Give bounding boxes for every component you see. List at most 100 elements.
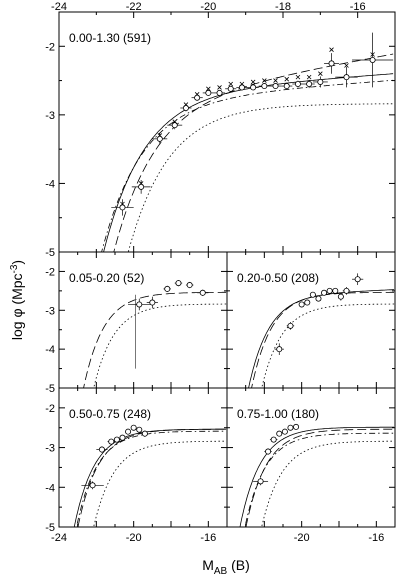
y-tick-label: -3 [45,305,55,317]
data-point-circle [315,295,322,302]
cross-stroke [120,201,125,207]
x-axis-label-main: M [202,557,214,573]
panel-label: 0.20-0.50 (208) [237,271,319,285]
x-axis-label: MAB (B) [202,557,250,577]
panels-group: -2-3-4-5-24 -22 -20 -18 -160.00-1.30 (591)-2… [45,1,396,544]
y-tick-label: -2 [45,41,55,53]
data-point-circle [216,89,223,96]
data-point-cross [194,92,200,97]
cross-stroke [370,52,375,57]
data-point-circle [119,204,126,211]
cross-stroke [329,47,334,52]
data-point-cross [157,133,163,138]
y-tick-label: -4 [45,178,55,190]
data-point-cross [250,79,256,85]
data-point-circle [317,78,324,85]
model-curve-dash-dot [244,432,395,527]
y-axis-label: log φ (Mpc-3) [9,260,25,340]
model-curve-dotted [93,303,227,388]
model-curve-dotted [261,440,395,527]
model-curve-solid [239,426,395,527]
cross-stroke [172,119,178,124]
data-point-circle [309,291,316,298]
x-top-tick-label: -20 [200,1,216,13]
panel-bottom-left: -2 -3 -4 -5-24 -20 -16 0.50-0.75 (248) [45,387,228,544]
data-point-cross [228,81,234,87]
data-point-circle [294,81,301,88]
cross-stroke [295,74,301,80]
cross-stroke [183,102,189,107]
model-curve-long-dash [77,428,227,527]
data-point-circle [186,282,193,289]
data-point-circle [171,122,178,129]
data-point-circle [261,83,268,90]
data-point-circle [141,430,148,437]
x-top-tick-label: -24 [51,1,67,13]
data-point-circle [287,424,294,431]
data-point-cross [183,102,189,107]
data-point-cross [206,86,211,92]
x-axis-label-sub: AB [214,566,228,577]
cross-stroke [194,92,200,97]
model-curve-long-dash [245,428,395,527]
cross-stroke [318,71,323,76]
data-point-cross [306,74,312,80]
data-point-circle [199,289,206,296]
data-point-cross [239,81,245,87]
cross-stroke [206,86,211,92]
cross-stroke [344,63,349,68]
data-point-circle [321,289,328,296]
plot-area [73,424,227,527]
cross-stroke [138,181,144,186]
data-point-circle [304,299,311,306]
data-point-cross [284,76,290,82]
data-point-circle [164,285,171,292]
data-point-circle [283,83,290,90]
panel-label: 0.00-1.30 (591) [69,31,151,45]
data-point-cross [138,181,144,186]
data-point-circle [108,438,115,445]
model-curve-dash-dot [101,79,394,252]
data-point-cross [262,78,267,83]
cross-stroke [228,81,234,87]
data-point-circle [130,424,137,431]
data-point-circle [98,446,105,453]
data-point-circle [298,301,305,308]
model-curve-long-dash [251,291,395,388]
data-point-circle [281,428,288,435]
panel-label: 0.75-1.00 (180) [237,407,319,421]
y-tick-label: -2 [45,403,55,415]
data-point-circle [113,436,120,443]
data-point-circle [149,299,156,306]
data-point-cross [318,71,323,76]
cross-stroke [239,81,245,87]
data-point-circle [326,287,333,294]
x-bottom-tick-label: -20 [294,532,310,544]
data-point-circle [276,346,283,353]
panel-bottom-right: -20 -16 0.75-1.00 (180) [226,387,396,544]
data-point-cross [120,201,125,207]
y-axis-label-sup: -3 [9,264,20,273]
cross-stroke [217,85,222,90]
panel-label: 0.50-0.75 (248) [69,407,151,421]
x-bottom-tick-label: -24 [51,532,67,544]
data-point-circle [238,84,245,91]
y-tick-label: -5 [45,247,55,259]
data-point-circle [332,287,339,294]
cross-stroke [262,78,267,83]
model-curve-dotted [93,440,227,527]
data-point-circle [276,430,283,437]
panel-mid-right: 0.20-0.50 (208) [226,251,396,389]
panel-frame [58,11,396,253]
plot-area [83,279,227,388]
data-point-circle [119,434,126,441]
data-point-circle [156,135,163,142]
y-tick-label: -5 [45,383,55,395]
x-axis-label-tail: (B) [227,557,250,573]
data-point-cross [273,78,278,83]
data-point-circle [337,293,344,300]
cross-stroke [273,78,278,83]
y-tick-label: -5 [45,522,55,534]
y-tick-label: -3 [45,443,55,455]
